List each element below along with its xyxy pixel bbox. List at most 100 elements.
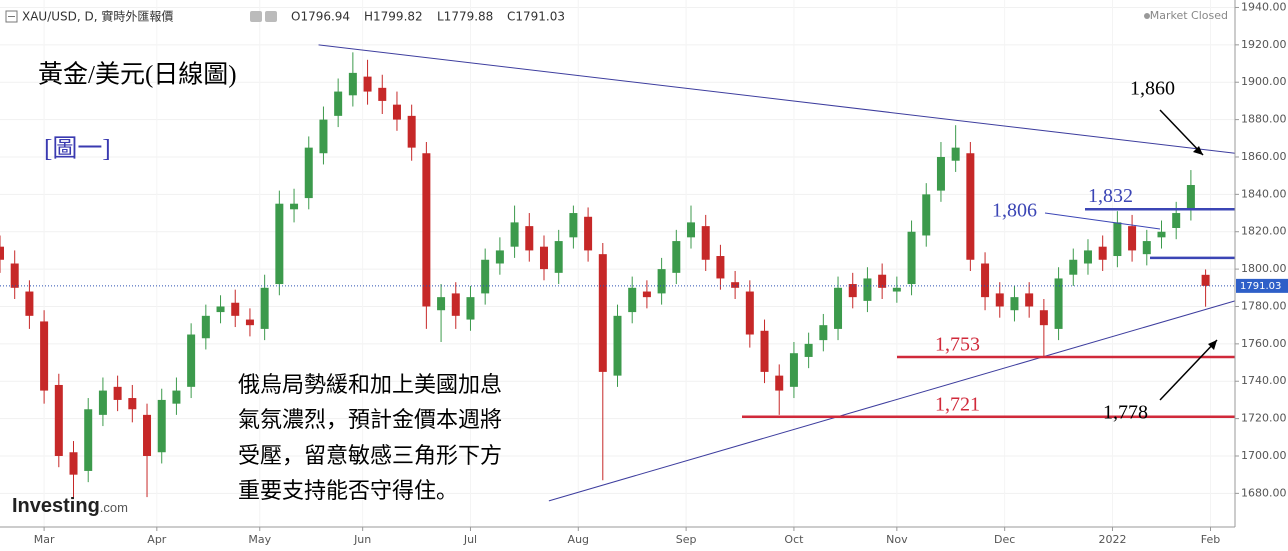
candle-body <box>466 297 475 320</box>
candle-body <box>1098 246 1107 260</box>
collapse-icon[interactable] <box>5 10 18 23</box>
candles <box>0 52 1210 499</box>
candle-body <box>598 254 607 372</box>
arrow <box>1159 109 1204 156</box>
note-line: 俄烏局勢緩和加上美國加息 <box>238 372 502 397</box>
candle-body <box>25 291 34 316</box>
candle-body <box>231 302 240 316</box>
candle-body <box>848 284 857 298</box>
note: 俄烏局勢緩和加上美國加息 氣氛濃烈，預計金價本週將 受壓，留意敏感三角形下方 重… <box>238 372 502 503</box>
y-tick-label: 1680.00 <box>1241 486 1287 499</box>
chart-subtitle: [圖一] <box>44 136 111 163</box>
candle-body <box>187 334 196 387</box>
candle-body <box>275 203 284 285</box>
candle-body <box>510 222 519 247</box>
x-tick-label: Jul <box>463 533 477 546</box>
candle-body <box>1039 310 1048 326</box>
candle-body <box>260 287 269 329</box>
settings-icon[interactable] <box>265 11 277 22</box>
candle-body <box>613 315 622 376</box>
y-tick-label: 1780.00 <box>1241 299 1287 312</box>
x-tick-label: 2022 <box>1098 533 1126 546</box>
last-price-tag <box>1236 278 1288 293</box>
candle-body <box>98 390 107 415</box>
market-status: Market Closed <box>1150 9 1228 22</box>
overlay: 1,832 1,806 1,753 1,721 <box>0 44 1236 502</box>
candle-body <box>304 147 313 199</box>
candle-body <box>216 306 225 313</box>
candle-body <box>1054 278 1063 329</box>
candle-body <box>628 287 637 313</box>
candle-body <box>1201 274 1210 286</box>
candle-body <box>731 282 740 288</box>
candle-body <box>760 330 769 372</box>
note-line: 氣氛濃烈，預計金價本週將 <box>238 407 502 432</box>
x-tick-label: Jun <box>353 533 371 546</box>
level-label: 1,806 <box>992 199 1037 221</box>
candle-body <box>334 91 343 116</box>
axes: 1680.00 1700.00 1720.00 1740.00 1760.00 1780.… <box>34 0 1288 546</box>
symbol: XAU/USD, D, 實時外匯報價 <box>22 9 173 24</box>
candle-body <box>40 321 49 391</box>
y-tick-label: 1940.00 <box>1241 0 1287 13</box>
candle-body <box>378 87 387 101</box>
candle-body <box>1010 297 1019 311</box>
candle-body <box>863 278 872 301</box>
x-tick-label: Aug <box>568 533 589 546</box>
candle-body <box>951 147 960 161</box>
candle-body <box>936 156 945 191</box>
candle-body <box>481 259 490 294</box>
level-label: 1,721 <box>935 393 980 415</box>
candle-body <box>348 72 357 96</box>
close-value: C1791.03 <box>507 10 565 24</box>
eye-icon[interactable] <box>250 11 262 22</box>
y-tick-label: 1760.00 <box>1241 337 1287 350</box>
candle-body <box>0 246 4 260</box>
logo-suffix: .com <box>100 500 128 515</box>
candle-body <box>672 241 681 273</box>
y-tick-label: 1880.00 <box>1241 113 1287 126</box>
candle-body <box>584 216 593 251</box>
candle-body <box>392 104 401 120</box>
candle-body <box>245 319 254 326</box>
x-tick-label: May <box>248 533 271 546</box>
candle-body <box>1186 185 1195 210</box>
candle-body <box>1083 250 1092 264</box>
arrow-head <box>1193 146 1203 155</box>
candle-body <box>201 315 210 339</box>
x-axis-panel <box>0 527 1288 551</box>
level-label: 1,753 <box>935 334 980 356</box>
pointer-line <box>1044 212 1161 230</box>
candle-body <box>54 384 63 456</box>
y-axis-panel <box>1235 0 1288 551</box>
logo: Investing.com <box>12 495 128 517</box>
status-dot <box>1144 13 1150 19</box>
candle-body <box>422 153 431 307</box>
candle-body <box>775 375 784 391</box>
candle-body <box>143 414 152 456</box>
candle-body <box>1157 231 1166 238</box>
candle-body <box>819 325 828 341</box>
candle-body <box>1142 241 1151 255</box>
y-tick-label: 1720.00 <box>1241 412 1287 425</box>
high-value: H1799.82 <box>364 10 423 24</box>
candle-body <box>319 119 328 154</box>
candle-body <box>10 263 19 288</box>
candle-body <box>113 386 122 400</box>
arrow-head <box>1208 340 1217 350</box>
candle-body <box>892 287 901 292</box>
candle-body <box>437 297 446 311</box>
candle-body <box>1128 226 1137 251</box>
y-tick-label: 1800.00 <box>1241 262 1287 275</box>
candle-body <box>907 231 916 285</box>
candle-body <box>495 250 504 264</box>
y-tick-label: 1700.00 <box>1241 449 1287 462</box>
candle-body <box>539 246 548 270</box>
y-tick-label: 1860.00 <box>1241 150 1287 163</box>
candle-body <box>642 291 651 298</box>
trendline <box>318 44 1236 154</box>
candle-body <box>878 274 887 288</box>
low-value: L1779.88 <box>437 10 493 24</box>
candle-body <box>981 263 990 298</box>
